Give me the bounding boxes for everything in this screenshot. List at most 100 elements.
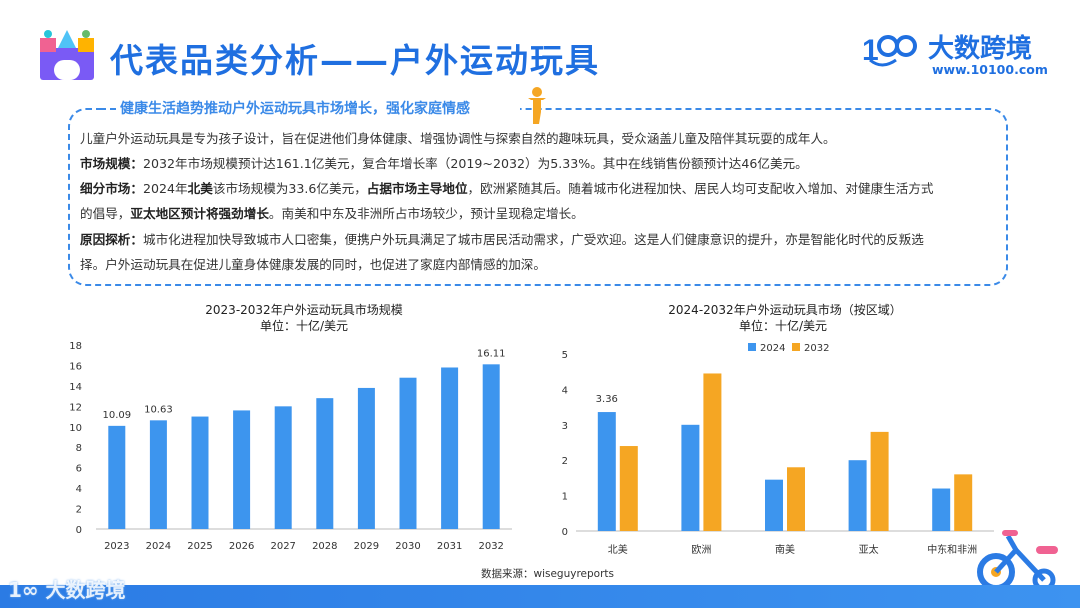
chart2-bar-2024 [932,488,951,531]
chart2-bar-2024 [681,424,700,531]
chart1-bar [357,387,375,529]
chart1-bar [399,377,417,529]
chart1-x-tick: 2029 [354,541,379,552]
chart1-title: 2023-2032年户外运动玩具市场规模 [205,302,402,317]
market-size-line: 市场规模：2032年市场规模预计达161.1亿美元，复合年增长率（2019~20… [80,151,808,177]
chart2-bar-2032 [870,431,889,531]
brand-url[interactable]: www.10100.com [932,62,1048,77]
chart2-bar-2032 [954,474,973,531]
chart1-y-tick: 10 [69,423,82,434]
chart1-data-label: 10.63 [144,404,173,415]
reason-text-1: 城市化进程加快导致城市人口密集，便携户外玩具满足了城市居民活动需求，广受欢迎。这… [142,232,924,247]
chart2-y-tick: 0 [562,527,568,538]
segment-line-1: 细分市场：2024年北美该市场规模为33.6亿美元，占据市场主导地位，欧洲紧随其… [80,176,934,202]
chart1-x-tick: 2031 [437,541,462,552]
chart1-y-tick: 18 [69,341,82,352]
segment-text-2: 该市场规模为33.6亿美元， [212,181,367,196]
chart1-x-tick: 2030 [395,541,420,552]
chart2-x-tick: 中东和非洲 [927,543,977,556]
chart2-subtitle: 单位：十亿/美元 [739,318,827,333]
chart2-y-tick: 2 [562,456,568,467]
footer-logo-icon: 1∞ [8,578,46,602]
svg-text:1: 1 [862,34,879,67]
chart2-legend-swatch [748,343,756,351]
chart2-y-tick: 4 [562,385,568,396]
chart1-x-tick: 2027 [270,541,295,552]
chart1-x-tick: 2032 [478,541,503,552]
chart1-x-tick: 2024 [146,541,171,552]
reason-line-1: 原因探析：城市化进程加快导致城市人口密集，便携户外玩具满足了城市居民活动需求，广… [80,227,924,253]
chart2-legend-label: 2032 [804,343,829,354]
chart2-title: 2024-2032年户外运动玩具市场（按区域） [668,302,901,317]
chart1-bar [274,406,292,529]
chart1-bar [233,410,251,529]
header-dash [100,108,116,110]
chart1-y-tick: 14 [69,382,82,393]
chart2-bar-2024 [597,412,616,531]
reason-label: 原因探析： [80,232,143,247]
footer-brand: 1∞ 大数跨境 [8,574,126,603]
title-bar: 代表品类分析——户外运动玩具 [0,14,1080,86]
segment-text-3: ，欧洲紧随其后。随着城市化进程加快、居民人均可支配收入增加、对健康生活方式 [467,181,934,196]
chart2-legend-label: 2024 [760,343,785,354]
chart2-x-tick: 亚太 [859,543,879,556]
brand-name: 大数跨境 [928,34,1033,64]
bottom-bar [0,585,1080,608]
market-size-text: 2032年市场规模预计达161.1亿美元，复合年增长率（2019~2032）为5… [142,156,808,171]
segment-text-4: 的倡导， [80,206,131,221]
page-title: 代表品类分析——户外运动玩具 [110,41,600,80]
chart2-bar-2032 [619,446,638,531]
chart1-y-tick: 12 [69,402,82,413]
chart1-bar [316,398,334,529]
chart1-y-tick: 2 [76,505,82,516]
footer-brand-text: 大数跨境 [45,578,126,602]
chart2-x-tick: 北美 [608,543,628,556]
market-size-label: 市场规模： [80,156,143,171]
chart1-bar [441,367,459,529]
chart2-bar-2032 [703,373,722,531]
tricycle-icon [977,530,1058,592]
segment-bold-3: 亚太地区预计将强劲增长 [130,206,269,221]
brand[interactable]: 1 大数跨境 www.10100.com [862,26,1052,82]
chart1-data-label: 10.09 [102,410,131,421]
chart1-subtitle: 单位：十亿/美元 [260,318,348,333]
chart1-bar [482,364,500,529]
chart2-x-tick: 南美 [775,543,795,556]
chart1-bar [149,420,167,529]
chart1-x-tick: 2023 [104,541,129,552]
chart1-x-tick: 2025 [187,541,212,552]
chart1-data-label: 16.11 [477,348,506,359]
chart2-bar-2024 [765,479,783,531]
chart2-y-tick: 3 [562,421,568,432]
card-header: 健康生活趋势推动户外运动玩具市场增长，强化家庭情感 [100,94,520,124]
segment-label: 细分市场： [80,181,143,196]
chart2-bar-2032 [787,467,805,531]
segment-text-5: 。南美和中东及非洲所占市场较少，预计呈现稳定增长。 [268,206,584,221]
card-title: 健康生活趋势推动户外运动玩具市场增长，强化家庭情感 [120,101,470,117]
chart2-y-tick: 5 [562,350,568,361]
chart1-y-tick: 8 [76,443,82,454]
reason-line-2: 择。户外运动玩具在促进儿童身体健康发展的同时，也促进了家庭内部情感的加深。 [80,257,546,272]
chart1-bar [191,416,209,529]
chart1-bar [108,425,126,529]
segment-line-2: 的倡导，亚太地区预计将强劲增长。南美和中东及非洲所占市场较少，预计呈现稳定增长。 [80,201,584,227]
chart1-x-tick: 2026 [229,541,254,552]
child-icon [528,87,546,124]
chart1-y-tick: 0 [76,525,82,536]
chart1-y-tick: 6 [76,464,82,475]
chart2-y-tick: 1 [562,492,568,503]
segment-text-1: 2024年 [142,181,188,196]
chart2-legend-swatch [792,343,800,351]
chart2-bar-2024 [848,460,867,531]
brand-logo-icon: 1 [862,34,917,67]
chart2-data-label: 3.36 [596,394,618,405]
chart2-x-tick: 欧洲 [691,544,711,556]
chart1-y-tick: 16 [69,361,82,372]
data-source: 数据来源：wiseguyreports [481,568,615,580]
segment-bold-2: 占据市场主导地位 [366,181,468,196]
chart1-y-tick: 4 [76,484,82,495]
segment-bold-1: 北美 [187,181,213,196]
chart1-x-tick: 2028 [312,541,337,552]
toy-blocks-icon [40,30,94,80]
